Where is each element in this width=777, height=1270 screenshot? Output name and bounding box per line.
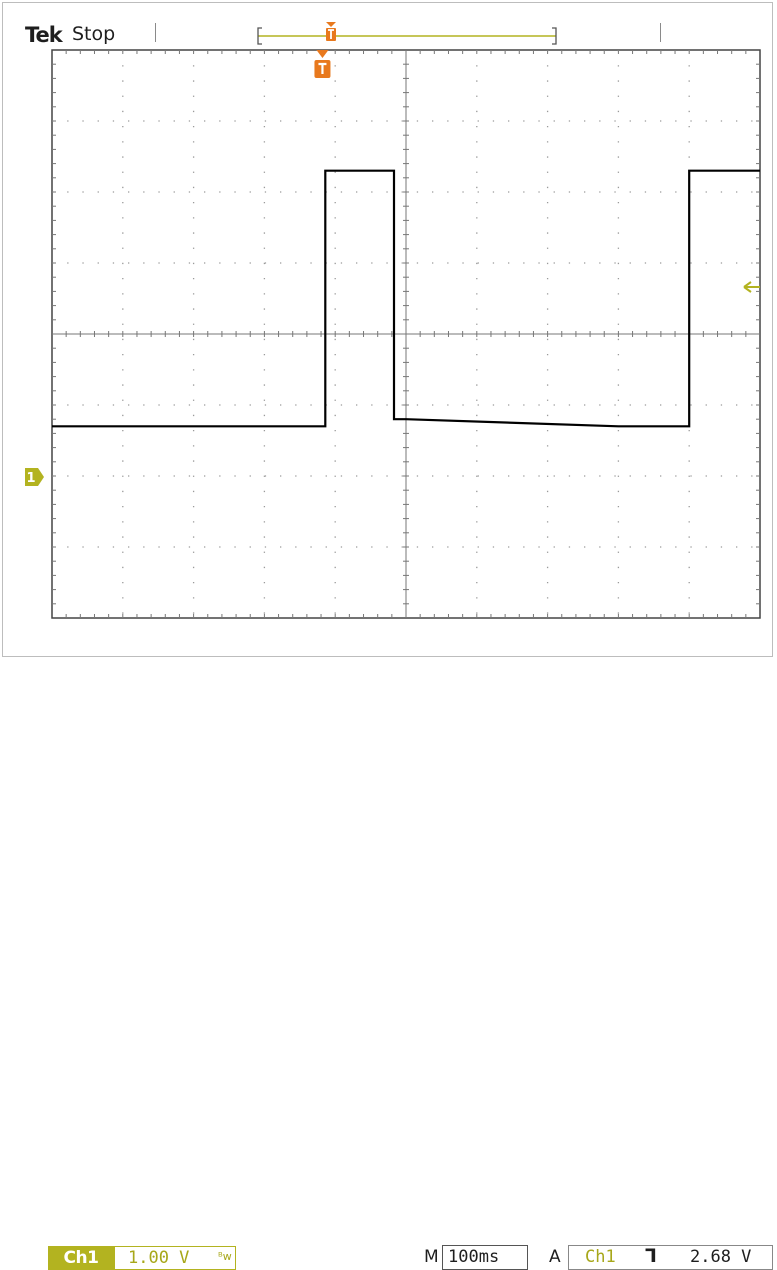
trigger-source-readout: Ch1 bbox=[585, 1247, 616, 1267]
display-frame bbox=[2, 2, 773, 657]
volts-per-div-readout: 1.00 V bbox=[128, 1248, 190, 1268]
top-status-bar: Tek Stop bbox=[0, 0, 777, 48]
record-trigger-glyph bbox=[328, 29, 334, 39]
falling-edge-icon: ᒣ bbox=[645, 1245, 657, 1267]
brand-label: Tek bbox=[25, 23, 63, 47]
record-bracket-left bbox=[257, 27, 262, 45]
bandwidth-limit-icon: ᴮw bbox=[218, 1250, 232, 1263]
record-bracket-right bbox=[552, 27, 557, 45]
trigger-mode-label: A bbox=[549, 1247, 561, 1267]
trigger-position-glyph bbox=[318, 62, 327, 74]
record-trigger-pointer bbox=[326, 22, 336, 27]
status-separator bbox=[155, 23, 156, 42]
trigger-level-arrow-icon bbox=[743, 281, 760, 293]
bottom-status-bar: Ch1 1.00 V ᴮw M 100ms A Ch1 ᒣ 2.68 V bbox=[0, 622, 777, 1270]
channel-ground-marker bbox=[25, 468, 44, 486]
waveform-trace bbox=[52, 169, 760, 428]
trigger-position-pointer bbox=[316, 50, 329, 58]
channel-badge[interactable]: Ch1 bbox=[48, 1246, 114, 1270]
time-per-div-readout: 100ms bbox=[448, 1247, 500, 1267]
channel-ground-label: 1 bbox=[26, 471, 35, 486]
status-separator bbox=[660, 23, 661, 42]
trigger-level-readout: 2.68 V bbox=[690, 1247, 752, 1267]
main-timebase-label: M bbox=[424, 1247, 439, 1267]
waveform-display: 1 bbox=[25, 22, 761, 619]
run-state-label: Stop bbox=[72, 23, 116, 45]
